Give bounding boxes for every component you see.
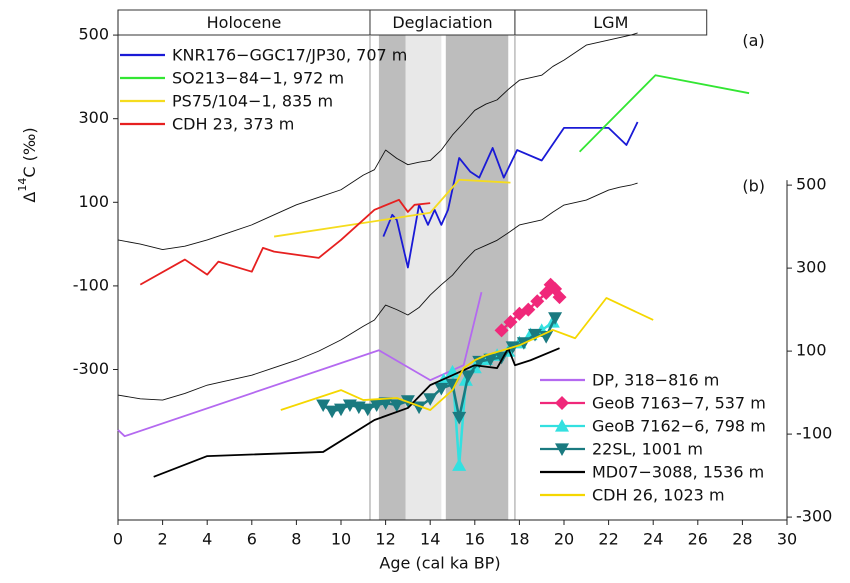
- y-tick-label: -300: [73, 359, 109, 378]
- legend-label: GeoB 7162−6, 798 m: [592, 417, 766, 436]
- series-line: [117, 291, 483, 438]
- data-marker: [458, 373, 473, 386]
- panel-label: (b): [742, 177, 765, 196]
- atmospheric-curve: [117, 182, 638, 401]
- x-tick-label: 26: [688, 530, 708, 549]
- data-marker: [434, 382, 449, 396]
- data-marker: [552, 290, 567, 305]
- data-marker: [528, 328, 543, 342]
- series-line: [578, 74, 750, 153]
- series-line: [139, 198, 431, 286]
- y-tick-label: -100: [73, 275, 109, 294]
- shaded-interval: [445, 35, 509, 520]
- atmospheric-curve: [117, 32, 638, 250]
- period-box: [369, 9, 516, 36]
- y2-tick-label: -300: [796, 507, 832, 526]
- data-marker: [461, 370, 476, 384]
- legend-label: GeoB 7163−7, 537 m: [592, 394, 766, 413]
- y2-tick-label: -100: [796, 424, 832, 443]
- x-tick-label: 2: [158, 530, 168, 549]
- series-line: [280, 297, 654, 411]
- data-marker: [378, 397, 393, 410]
- data-marker: [389, 399, 404, 413]
- y-tick-label: 300: [78, 108, 109, 127]
- legend-label: SO213−84−1, 972 m: [172, 69, 344, 88]
- x-tick-label: 22: [598, 530, 618, 549]
- x-tick-label: 20: [554, 530, 574, 549]
- data-marker: [530, 294, 545, 309]
- y-label-rest: C (‰): [20, 127, 39, 177]
- legend-label: DP, 318−816 m: [592, 371, 719, 390]
- x-tick-label: 12: [375, 530, 395, 549]
- y-label-base: Δ: [20, 192, 39, 203]
- data-marker: [452, 458, 467, 471]
- legend-label: MD07−3088, 1536 m: [592, 463, 764, 482]
- panel-label: (a): [742, 31, 764, 50]
- x-tick-label: 30: [777, 530, 797, 549]
- legend-label: PS75/104−1, 835 m: [172, 92, 333, 111]
- x-tick-label: 16: [465, 530, 485, 549]
- shaded-interval: [378, 35, 406, 520]
- data-marker: [423, 393, 438, 406]
- y-tick-label: 500: [78, 25, 109, 44]
- data-marker: [503, 315, 518, 330]
- shaded-interval: [405, 35, 442, 520]
- x-tick-label: 10: [331, 530, 351, 549]
- legend-marker: [555, 396, 569, 410]
- x-tick-label: 28: [732, 530, 752, 549]
- period-label: Deglaciation: [392, 13, 492, 32]
- x-tick-label: 14: [420, 530, 440, 549]
- series-line: [382, 121, 639, 269]
- y2-tick-label: 100: [796, 341, 827, 360]
- data-marker: [452, 411, 467, 425]
- x-axis-label: Age (cal ka BP): [379, 554, 500, 573]
- data-marker: [483, 353, 498, 367]
- series-line: [153, 347, 560, 478]
- y-axis-label: Δ14C (‰): [16, 127, 39, 202]
- period-label: Holocene: [207, 13, 282, 32]
- data-marker: [334, 403, 348, 417]
- data-marker: [325, 405, 340, 419]
- legend-marker: [555, 419, 569, 432]
- data-marker: [369, 399, 384, 413]
- period-label: LGM: [593, 13, 628, 32]
- x-tick-label: 0: [113, 530, 123, 549]
- period-box: [514, 9, 708, 36]
- y2-tick-label: 300: [796, 258, 827, 277]
- series-line: [273, 178, 511, 238]
- x-tick-label: 24: [643, 530, 663, 549]
- data-marker: [521, 302, 536, 317]
- y2-tick-label: 500: [796, 175, 827, 194]
- x-tick-label: 4: [202, 530, 212, 549]
- period-box: [117, 9, 371, 36]
- x-tick-label: 18: [509, 530, 529, 549]
- x-tick-label: 8: [291, 530, 301, 549]
- y-label-sup: 14: [16, 178, 29, 192]
- legend-label: CDH 26, 1023 m: [592, 486, 725, 505]
- legend-label: 22SL, 1001 m: [592, 440, 703, 459]
- data-marker: [316, 399, 331, 413]
- data-marker: [548, 312, 563, 325]
- legend-label: KNR176−GGC17/JP30, 707 m: [172, 46, 407, 65]
- data-marker: [494, 323, 509, 338]
- legend-label: CDH 23, 373 m: [172, 115, 294, 134]
- y-tick-label: 100: [78, 192, 109, 211]
- data-marker: [360, 403, 375, 417]
- legend-marker: [555, 443, 569, 456]
- x-tick-label: 6: [247, 530, 257, 549]
